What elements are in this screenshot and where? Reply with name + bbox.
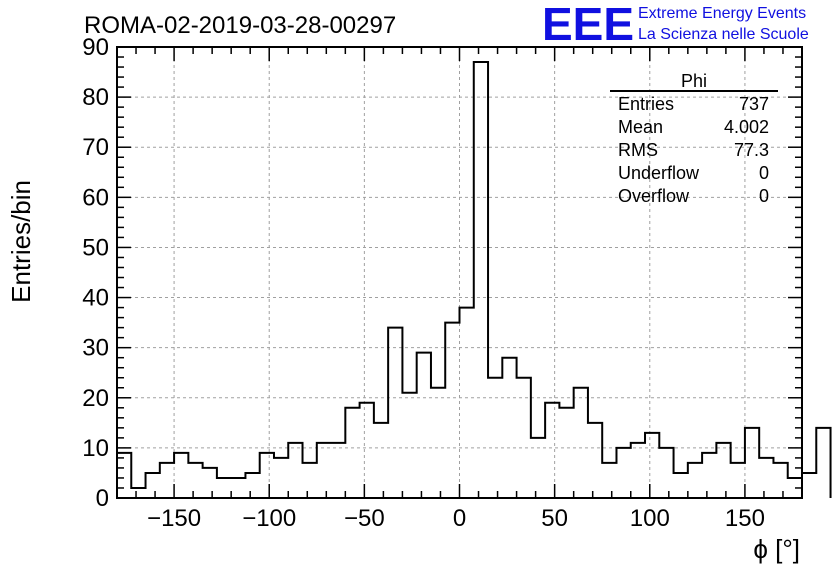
stats-label-rms: RMS [618, 140, 658, 160]
y-tick-label: 80 [82, 84, 109, 111]
y-tick-label: 50 [82, 234, 109, 261]
stats-label-overflow: Overflow [618, 186, 690, 206]
eee-logo: EEE [542, 0, 634, 50]
y-tick-label: 60 [82, 184, 109, 211]
histogram-bin [245, 473, 259, 498]
histogram-bin [260, 453, 274, 498]
x-tick-labels: −150 −100 −50 0 50 100 150 [147, 505, 765, 532]
y-tick-label: 0 [96, 485, 109, 512]
histogram-bin [659, 448, 673, 498]
logo-subtitle-line2: La Scienza nelle Scuole [638, 26, 809, 43]
histogram-bin [402, 393, 416, 498]
histogram-bin [231, 478, 245, 498]
histogram-bin [131, 488, 145, 498]
histogram-bin [645, 433, 659, 498]
y-tick-label: 20 [82, 385, 109, 412]
histogram-bin [317, 443, 331, 498]
histogram-bin [716, 443, 730, 498]
y-tick-label: 10 [82, 435, 109, 462]
histogram-bin [417, 353, 431, 498]
histogram-bin [559, 408, 573, 498]
histogram-bin [203, 468, 217, 498]
histogram-bin [602, 463, 616, 498]
histogram-bin [545, 403, 559, 498]
histogram-bin [702, 453, 716, 498]
y-tick-label: 90 [82, 34, 109, 61]
x-tick-label: 50 [541, 505, 568, 532]
histogram-bin [331, 443, 345, 498]
histogram-outline [116, 61, 832, 498]
histogram-bin [631, 443, 645, 498]
histogram-bin [773, 463, 787, 498]
histogram-bin [802, 473, 816, 498]
x-tick-label: 150 [725, 505, 765, 532]
histogram-bin [388, 328, 402, 498]
histogram-bin [188, 463, 202, 498]
x-tick-label: −50 [344, 505, 385, 532]
stats-box: Phi Entries 737 Mean 4.002 RMS 77.3 Unde… [610, 71, 778, 206]
x-tick-label: −150 [147, 505, 201, 532]
histogram-bin [474, 62, 488, 498]
histogram-bin [288, 443, 302, 498]
y-tick-labels: 0 10 20 30 40 50 60 70 80 90 [82, 34, 109, 512]
y-tick-label: 40 [82, 285, 109, 312]
x-tick-label: −100 [242, 505, 296, 532]
axis-ticks [116, 46, 803, 499]
stats-value-mean: 4.002 [724, 117, 769, 137]
histogram-bin [816, 428, 830, 498]
stats-value-entries: 737 [739, 94, 769, 114]
y-axis-title: Entries/bin [6, 180, 36, 303]
histogram-bin [674, 473, 688, 498]
histogram-bin [688, 463, 702, 498]
histogram-bin [217, 478, 231, 498]
histogram-bin [431, 388, 445, 498]
stats-label-underflow: Underflow [618, 163, 700, 183]
chart-title: ROMA-02-2019-03-28-00297 [84, 12, 396, 39]
histogram-bin [517, 378, 531, 498]
histogram-bin [588, 423, 602, 498]
grid [117, 47, 802, 498]
histogram-bin [117, 453, 131, 498]
histogram-bin [574, 388, 588, 498]
logo-subtitle-line1: Extreme Energy Events [638, 5, 806, 22]
x-axis-title: ϕ [°] [753, 534, 800, 564]
histogram-bin [460, 308, 474, 498]
histogram-bin [616, 448, 630, 498]
histogram-bin [274, 458, 288, 498]
histogram-bin [531, 438, 545, 498]
stats-value-rms: 77.3 [734, 140, 769, 160]
x-tick-label: 100 [630, 505, 670, 532]
histogram-bin [759, 458, 773, 498]
histogram-bin [303, 463, 317, 498]
histogram-bin [174, 453, 188, 498]
histogram-bin [360, 403, 374, 498]
histogram-bin [160, 463, 174, 498]
histogram-bin [745, 428, 759, 498]
stats-label-mean: Mean [618, 117, 663, 137]
histogram-bin [488, 378, 502, 498]
stats-box-title: Phi [681, 71, 707, 91]
stats-value-overflow: 0 [759, 186, 769, 206]
y-tick-label: 70 [82, 134, 109, 161]
histogram-bin [146, 473, 160, 498]
histogram-bin [345, 408, 359, 498]
histogram-bin [502, 358, 516, 498]
histogram-bin [445, 323, 459, 498]
stats-label-entries: Entries [618, 94, 674, 114]
y-tick-label: 30 [82, 335, 109, 362]
x-tick-label: 0 [453, 505, 466, 532]
histogram-bin [374, 423, 388, 498]
stats-value-underflow: 0 [759, 163, 769, 183]
histogram-bin [731, 463, 745, 498]
